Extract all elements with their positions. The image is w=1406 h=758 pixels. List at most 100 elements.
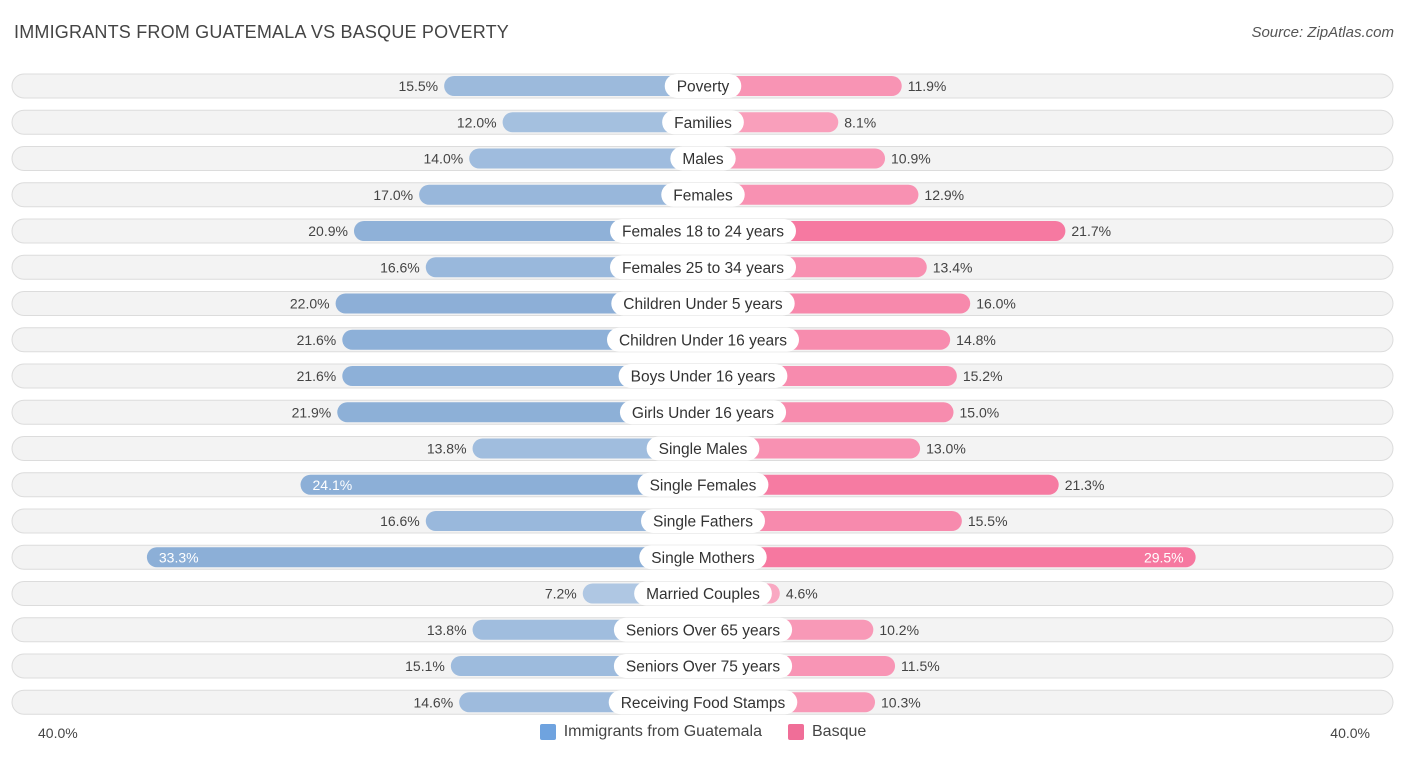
legend-label-basque: Basque bbox=[812, 723, 867, 740]
bar-guatemala[interactable] bbox=[300, 474, 703, 495]
chart-row: 21.9% 15.0% Girls Under 16 years bbox=[11, 399, 1394, 425]
category-pill bbox=[661, 182, 745, 207]
bar-basque[interactable] bbox=[703, 148, 886, 169]
category-label: Females 18 to 24 years bbox=[622, 224, 784, 241]
bar-guatemala[interactable] bbox=[419, 184, 703, 205]
chart-row: 21.6% 15.2% Boys Under 16 years bbox=[11, 363, 1394, 389]
value-label-basque: 10.3% bbox=[881, 694, 921, 710]
value-label-guatemala: 7.2% bbox=[545, 586, 577, 602]
bar-guatemala[interactable] bbox=[337, 402, 703, 423]
value-label-basque: 13.4% bbox=[933, 259, 973, 275]
category-pill bbox=[664, 74, 742, 98]
value-label-basque: 10.9% bbox=[891, 151, 931, 167]
category-pill bbox=[608, 690, 798, 715]
bar-basque[interactable] bbox=[703, 547, 1196, 568]
chart-row: 20.9% 21.7% Females 18 to 24 years bbox=[11, 218, 1394, 244]
chart-row: 16.6% 15.5% Single Fathers bbox=[11, 508, 1394, 534]
bar-guatemala[interactable] bbox=[425, 511, 703, 531]
value-label-guatemala: 21.6% bbox=[297, 332, 337, 348]
bar-guatemala[interactable] bbox=[335, 293, 703, 314]
chart-row: 14.0% 10.9% Males bbox=[11, 146, 1394, 171]
chart-row: 15.5% 11.9% Poverty bbox=[11, 73, 1394, 99]
bar-guatemala[interactable] bbox=[469, 148, 703, 169]
category-label: Receiving Food Stamps bbox=[621, 695, 786, 712]
category-pill bbox=[639, 545, 767, 570]
bar-basque[interactable] bbox=[703, 184, 919, 205]
value-label-guatemala: 21.9% bbox=[292, 404, 332, 420]
value-label-basque: 15.0% bbox=[960, 404, 1000, 420]
category-label: Married Couples bbox=[646, 586, 760, 603]
category-label: Seniors Over 75 years bbox=[626, 659, 780, 676]
chart-row: 17.0% 12.9% Females bbox=[11, 182, 1394, 208]
value-label-guatemala: 15.1% bbox=[405, 658, 445, 674]
source-note: Source: ZipAtlas.com bbox=[1251, 24, 1394, 41]
category-label: Females bbox=[673, 187, 733, 204]
value-label-guatemala: 21.6% bbox=[297, 368, 337, 384]
chart-row: 15.1% 11.5% Seniors Over 75 years bbox=[11, 653, 1394, 679]
bar-guatemala[interactable] bbox=[146, 547, 703, 568]
chart-row: 7.2% 4.6% Married Couples bbox=[11, 581, 1394, 606]
category-pill bbox=[611, 291, 795, 316]
value-label-basque: 29.5% bbox=[1144, 549, 1184, 565]
value-label-guatemala: 12.0% bbox=[457, 114, 497, 130]
value-label-basque: 21.7% bbox=[1071, 223, 1111, 239]
bar-basque[interactable] bbox=[703, 511, 962, 531]
value-label-guatemala: 16.6% bbox=[380, 513, 420, 529]
value-label-basque: 15.2% bbox=[963, 368, 1003, 384]
bar-basque[interactable] bbox=[703, 474, 1059, 495]
chart-row: 13.8% 13.0% Single Males bbox=[11, 436, 1394, 461]
chart-row: 13.8% 10.2% Seniors Over 65 years bbox=[11, 617, 1394, 643]
bar-basque[interactable] bbox=[703, 76, 902, 96]
category-label: Males bbox=[682, 151, 724, 168]
category-label: Poverty bbox=[677, 79, 730, 96]
category-label: Females 25 to 34 years bbox=[622, 260, 784, 277]
value-label-basque: 13.0% bbox=[926, 441, 966, 457]
chart-row: 14.6% 10.3% Receiving Food Stamps bbox=[11, 689, 1394, 715]
value-label-guatemala: 15.5% bbox=[398, 78, 438, 94]
category-pill bbox=[618, 364, 788, 388]
value-label-guatemala: 13.8% bbox=[427, 441, 467, 457]
bar-guatemala[interactable] bbox=[502, 112, 703, 133]
chart-row: 12.0% 8.1% Families bbox=[11, 109, 1394, 135]
bar-guatemala[interactable] bbox=[342, 366, 703, 386]
value-label-basque: 4.6% bbox=[786, 586, 818, 602]
category-pill bbox=[619, 400, 787, 425]
category-pill bbox=[662, 110, 744, 135]
value-label-guatemala: 33.3% bbox=[159, 549, 199, 565]
value-label-guatemala: 14.6% bbox=[413, 694, 453, 710]
value-label-basque: 11.9% bbox=[908, 78, 947, 94]
category-pill bbox=[634, 581, 772, 606]
category-label: Girls Under 16 years bbox=[632, 405, 774, 422]
value-label-guatemala: 13.8% bbox=[427, 622, 467, 638]
value-label-basque: 8.1% bbox=[844, 114, 876, 130]
category-pill bbox=[606, 327, 800, 352]
chart-row: 33.3% 29.5% Single Mothers bbox=[11, 544, 1394, 570]
value-label-basque: 12.9% bbox=[924, 187, 964, 203]
legend-label-guatemala: Immigrants from Guatemala bbox=[563, 723, 762, 740]
bar-guatemala[interactable] bbox=[444, 76, 703, 96]
legend-item-guatemala[interactable]: Immigrants from Guatemala bbox=[539, 723, 762, 741]
category-pill bbox=[610, 255, 796, 280]
value-label-basque: 15.5% bbox=[968, 513, 1008, 529]
legend: Immigrants from Guatemala Basque bbox=[0, 723, 1406, 741]
value-label-basque: 14.8% bbox=[956, 332, 996, 348]
category-pill bbox=[613, 654, 793, 678]
bar-guatemala[interactable] bbox=[472, 438, 703, 459]
value-label-basque: 21.3% bbox=[1065, 477, 1105, 493]
axis-right-label: 40.0% bbox=[1330, 725, 1370, 741]
category-pill bbox=[610, 219, 796, 243]
category-pill bbox=[637, 472, 769, 497]
chart-row: 24.1% 21.3% Single Females bbox=[11, 472, 1394, 498]
legend-swatch-guatemala bbox=[539, 724, 556, 740]
value-label-guatemala: 14.0% bbox=[423, 151, 463, 167]
chart-row: 16.6% 13.4% Females 25 to 34 years bbox=[11, 254, 1394, 280]
legend-item-basque[interactable]: Basque bbox=[788, 723, 866, 741]
axis-left-label: 40.0% bbox=[38, 725, 78, 741]
category-label: Boys Under 16 years bbox=[631, 369, 776, 386]
value-label-basque: 10.2% bbox=[879, 622, 919, 638]
value-label-guatemala: 17.0% bbox=[373, 187, 413, 203]
category-label: Children Under 16 years bbox=[619, 332, 787, 349]
category-pill bbox=[641, 509, 765, 533]
category-label: Single Males bbox=[659, 441, 748, 458]
